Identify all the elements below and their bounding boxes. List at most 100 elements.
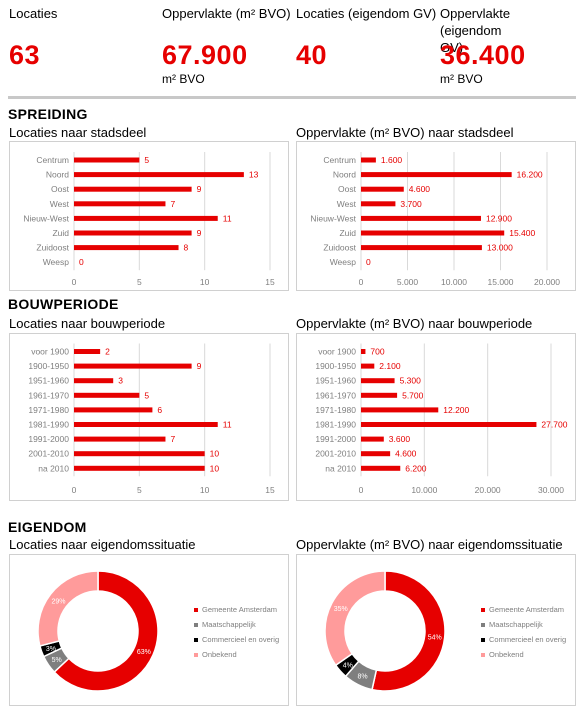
category-label: 1951-1960: [315, 376, 356, 386]
section-title-bouwperiode: BOUWPERIODE: [8, 296, 119, 312]
category-label: Centrum: [36, 155, 69, 165]
x-tick-label: 0: [359, 277, 364, 287]
data-label: 13.000: [487, 243, 513, 253]
category-label: Oost: [338, 184, 357, 194]
bar: [74, 378, 114, 384]
category-label: Zuidoost: [36, 243, 69, 253]
category-label: 1991-2000: [28, 434, 69, 444]
data-label: 5: [144, 155, 149, 165]
data-label: 10: [210, 449, 220, 459]
x-tick-label: 20.000: [534, 277, 560, 287]
category-label: voor 1900: [318, 347, 356, 357]
kpi-value: 63: [9, 40, 41, 70]
chart-loc-eigendom: 63% 5% 3% 29% Gemeente Amsterdam Maatschappel…: [9, 554, 289, 706]
chart-loc-stadsdeel: 0 5 10 15 Centrum 5 Noord 13 Oost 9 West 7 Nieuw-Wes…: [9, 141, 289, 291]
category-label: 2001-2010: [28, 449, 69, 459]
slice-label: 54%: [428, 634, 442, 641]
data-label: 5.700: [402, 390, 424, 400]
data-label: 3.700: [400, 199, 422, 209]
bar: [361, 230, 505, 236]
data-label: 10: [210, 463, 220, 473]
legend-label: Gemeente Amsterdam: [489, 605, 564, 614]
legend-swatch: [194, 623, 198, 627]
legend-label: Onbekend: [202, 650, 237, 659]
chart-title: Locaties naar stadsdeel: [9, 125, 147, 140]
bar: [361, 349, 366, 354]
data-label: 2.100: [379, 361, 401, 371]
category-label: voor 1900: [31, 347, 69, 357]
x-tick-label: 5: [137, 485, 142, 495]
slice-label: 35%: [334, 606, 348, 613]
legend-swatch: [194, 653, 198, 657]
x-tick-label: 10: [200, 485, 210, 495]
legend-label: Gemeente Amsterdam: [202, 605, 277, 614]
bar: [361, 422, 537, 427]
data-label: 12.900: [486, 213, 512, 223]
kpi-unit: m² BVO: [162, 72, 205, 86]
data-label: 7: [170, 199, 175, 209]
x-tick-label: 5: [137, 277, 142, 287]
kpi-label: Oppervlakte (eigendom GV): [440, 6, 511, 55]
category-label: Zuidoost: [323, 243, 356, 253]
x-tick-label: 15: [265, 485, 275, 495]
data-label: 5: [144, 390, 149, 400]
x-tick-label: 0: [359, 485, 364, 495]
data-label: 4.600: [409, 184, 431, 194]
bar: [74, 363, 192, 369]
bar: [74, 349, 101, 354]
legend-swatch: [481, 608, 485, 612]
chart-opp-stadsdeel: 0 5.000 10.000 15.000 20.000 Centrum 1.600 Noor…: [296, 141, 576, 291]
data-label: 5.300: [400, 376, 422, 386]
legend-swatch: [481, 638, 485, 642]
legend-label: Commercieel en overig: [202, 635, 279, 644]
bar: [361, 201, 396, 207]
x-tick-label: 0: [72, 485, 77, 495]
data-label: 1.600: [381, 155, 403, 165]
data-label: 12.200: [443, 405, 469, 415]
legend-swatch: [194, 608, 198, 612]
kpi-label: Locaties (eigendom GV): [296, 6, 437, 21]
bar: [361, 407, 439, 413]
category-label: 1971-1980: [315, 405, 356, 415]
data-label: 9: [197, 228, 202, 238]
category-label: Centrum: [323, 155, 356, 165]
data-label: 3: [118, 376, 123, 386]
bar: [74, 186, 192, 192]
bar: [74, 157, 140, 163]
category-label: Zuid: [52, 228, 69, 238]
bar: [74, 215, 218, 221]
chart-title: Oppervlakte (m² BVO) naar bouwperiode: [296, 316, 533, 331]
category-label: Weesp: [330, 257, 357, 267]
category-label: na 2010: [325, 463, 356, 473]
bar: [74, 172, 244, 178]
data-label: 7: [170, 434, 175, 444]
category-label: West: [337, 199, 357, 209]
bar: [361, 215, 481, 221]
pie-slice: [371, 570, 446, 692]
category-label: Weesp: [43, 257, 70, 267]
chart-opp-bouwperiode: 0 10.000 20.000 30.000 voor 1900 700 1900-1950…: [296, 333, 576, 501]
category-label: 1961-1970: [28, 390, 69, 400]
category-label: Nieuw-West: [310, 213, 356, 223]
bar: [74, 392, 140, 398]
category-label: 1971-1980: [28, 405, 69, 415]
category-label: 1981-1990: [28, 420, 69, 430]
bar: [361, 157, 376, 163]
bar: [361, 436, 384, 442]
x-tick-label: 20.000: [475, 485, 501, 495]
bar: [74, 451, 205, 457]
bar: [361, 451, 391, 457]
bar: [361, 172, 512, 178]
data-label: 15.400: [509, 228, 535, 238]
category-label: 1900-1950: [28, 361, 69, 371]
category-label: Noord: [333, 170, 356, 180]
data-label: 11: [223, 213, 232, 223]
kpi-label: Locaties: [9, 6, 58, 21]
x-tick-label: 15.000: [488, 277, 514, 287]
x-tick-label: 10.000: [441, 277, 467, 287]
category-label: 1991-2000: [315, 434, 356, 444]
data-label: 0: [366, 257, 371, 267]
category-label: Zuid: [339, 228, 356, 238]
kpi-label: Oppervlakte (m² BVO): [162, 6, 291, 21]
bar: [361, 245, 482, 251]
